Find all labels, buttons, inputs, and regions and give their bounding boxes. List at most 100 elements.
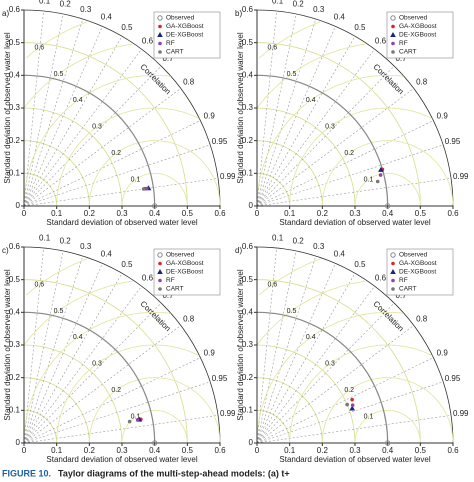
rmsd-arc — [23, 74, 171, 206]
rmsd-tick-label: 0.6 — [267, 281, 277, 288]
observed-arc — [256, 311, 389, 444]
rmsd-tick-label: 0.4 — [73, 97, 83, 104]
y-tick-label: 0.4 — [242, 70, 254, 79]
correlation-ray — [256, 255, 317, 444]
x-tick-label: 0.2 — [84, 209, 96, 218]
rmsd-arc — [23, 311, 171, 443]
correlation-ray — [23, 120, 201, 207]
std-arc — [23, 140, 90, 207]
legend-marker — [158, 41, 162, 46]
correlation-ray — [256, 325, 414, 444]
taylor-panel: 0.1 0.2 0.3 0.4 0.5 0.6 0.7 0.8 0.9 0.95 0.99 Corre… — [2, 0, 236, 227]
x-tick-label: 0.6 — [214, 209, 226, 218]
legend-marker — [158, 50, 162, 54]
y-axis-label: Standard deviation of observed water lev… — [236, 269, 245, 420]
panel-label: c) — [2, 246, 9, 255]
rmsd-tick-label: 0.4 — [306, 334, 316, 341]
std-arc — [256, 311, 389, 444]
rmsd-arc — [256, 74, 404, 206]
std-arc — [23, 311, 156, 444]
y-tick-label: 0.6 — [242, 5, 254, 14]
correlation-ray — [256, 381, 444, 444]
correlation-ray — [256, 36, 356, 207]
correlation-ray — [23, 144, 211, 207]
correlation-tick-label: 0.95 — [445, 374, 461, 383]
legend-marker — [158, 24, 162, 29]
correlation-label: Correlation — [138, 62, 172, 96]
taylor-panel: 0.1 0.2 0.3 0.4 0.5 0.6 0.7 0.8 0.9 0.95 0.99 Corre… — [235, 0, 469, 227]
legend-label: DE-XGBoost — [399, 32, 436, 39]
y-tick-label: 0.6 — [242, 242, 254, 251]
correlation-tick-label: 0.99 — [220, 409, 236, 418]
point — [384, 440, 391, 446]
y-tick-label: 0.3 — [242, 340, 254, 349]
correlation-ray — [23, 178, 219, 207]
rmsd-arc — [88, 377, 221, 443]
correlation-tick-label: 0.8 — [183, 315, 195, 324]
y-axis-label: Standard deviation of observed water lev… — [236, 32, 245, 183]
legend-marker — [390, 15, 396, 21]
correlation-ray — [23, 26, 103, 207]
x-tick-label: 0.4 — [382, 209, 394, 218]
correlation-ray — [23, 10, 44, 207]
x-tick-label: 0.4 — [149, 209, 161, 218]
legend-marker — [391, 287, 395, 291]
correlation-ray — [23, 65, 162, 207]
correlation-tick-label: 0.9 — [437, 348, 449, 357]
std-arc — [23, 172, 58, 207]
legend-label: Observed — [399, 15, 428, 22]
rmsd-arc — [256, 43, 365, 108]
std-arc — [256, 377, 323, 444]
correlation-ray — [256, 65, 395, 207]
y-tick-label: 0.6 — [9, 5, 21, 14]
rmsd-tick-label: 0.6 — [267, 44, 277, 51]
correlation-ray — [23, 357, 201, 444]
correlation-ray — [256, 273, 356, 444]
rmsd-arc — [88, 140, 221, 206]
correlation-tick-label: 0.5 — [121, 23, 133, 32]
y-tick-label: 0.2 — [242, 373, 254, 382]
std-arc — [23, 107, 123, 207]
y-tick-label: 0.2 — [9, 373, 21, 382]
rmsd-arc — [23, 280, 132, 345]
legend-label: CART — [166, 49, 184, 56]
correlation-ray — [256, 49, 375, 207]
correlation-tick-label: 0.5 — [121, 260, 133, 269]
legend-label: CART — [166, 286, 184, 293]
y-tick-label: 0 — [16, 201, 21, 210]
taylor-panel: 0.1 0.2 0.3 0.4 0.5 0.6 0.7 0.8 0.9 0.95 0.99 Corre… — [235, 233, 469, 464]
correlation-tick-label: 0.6 — [142, 36, 154, 45]
x-tick-label: 0.1 — [51, 209, 63, 218]
correlation-tick-label: 0.4 — [334, 12, 346, 21]
y-tick-label: 0.1 — [242, 405, 254, 414]
correlation-tick-label: 0.99 — [453, 172, 469, 181]
legend-marker — [390, 252, 396, 258]
y-tick-label: 0.1 — [9, 168, 21, 177]
std-arc — [256, 409, 291, 444]
legend-marker — [157, 252, 163, 258]
rmsd-arc — [258, 258, 321, 296]
std-arc — [256, 344, 356, 444]
rmsd-arc — [121, 172, 188, 206]
legend-label: Observed — [166, 252, 195, 259]
correlation-tick-label: 0.7 — [162, 291, 174, 300]
correlation-ray — [256, 415, 452, 444]
std-arc — [23, 279, 188, 444]
correlation-ray — [23, 263, 103, 444]
correlation-ray — [256, 13, 297, 207]
x-tick-label: 0.6 — [447, 209, 459, 218]
rmsd-arc — [56, 107, 200, 206]
point — [350, 397, 354, 402]
std-arc — [23, 377, 90, 444]
y-tick-label: 0.2 — [242, 136, 254, 145]
x-tick-label: 0.3 — [349, 209, 361, 218]
correlation-tick-label: 0.1 — [39, 233, 51, 242]
correlation-ray — [23, 286, 142, 444]
correlation-tick-label: 0.5 — [354, 23, 366, 32]
correlation-tick-label: 0.7 — [162, 54, 174, 63]
y-tick-label: 0.3 — [242, 103, 254, 112]
correlation-ray — [256, 250, 297, 444]
correlation-tick-label: 0.99 — [220, 172, 236, 181]
rmsd-arc — [289, 344, 433, 443]
x-axis-label: Standard deviation of observed water lev… — [279, 455, 430, 464]
